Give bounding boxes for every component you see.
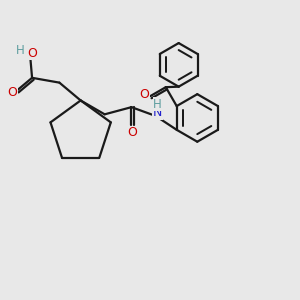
Text: O: O	[128, 126, 137, 140]
Text: N: N	[153, 106, 162, 119]
Text: H: H	[153, 98, 162, 111]
Text: O: O	[140, 88, 149, 100]
Text: O: O	[7, 86, 17, 99]
Text: H: H	[16, 44, 25, 57]
Text: O: O	[28, 46, 38, 60]
